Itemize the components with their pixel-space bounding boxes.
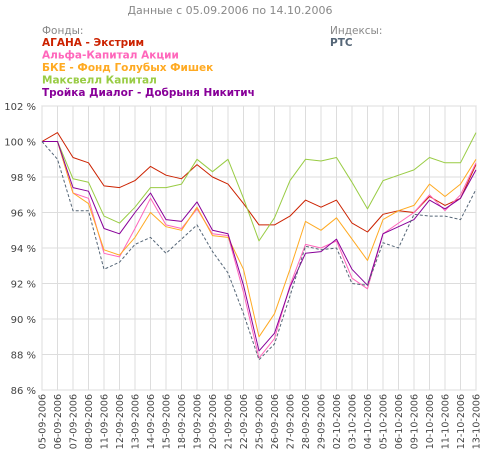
- x-tick-label: 04-10-2006: [363, 394, 374, 449]
- x-tick-label: 06-09-2006: [53, 394, 64, 449]
- series-line: [42, 141, 477, 352]
- y-tick-label: 86 %: [11, 386, 36, 397]
- x-tick-label: 14-09-2006: [146, 394, 157, 449]
- indices-heading: Индексы:: [330, 25, 382, 37]
- x-tick-label: 12-09-2006: [115, 394, 126, 449]
- series-line: [42, 141, 477, 359]
- legend-item: АГАНА - Экстрим: [42, 37, 144, 49]
- x-tick-label: 29-09-2006: [317, 394, 328, 449]
- x-tick-label: 13-09-2006: [131, 394, 142, 449]
- x-tick-label: 19-09-2006: [193, 394, 204, 449]
- legend-item: БКЕ - Фонд Голубых Фишек: [42, 62, 213, 74]
- chart-title: Данные с 05.09.2006 по 14.10.2006: [127, 4, 332, 17]
- y-tick-label: 94 %: [11, 244, 36, 255]
- x-tick-label: 22-09-2006: [239, 394, 250, 449]
- x-tick-label: 09-10-2006: [410, 394, 421, 449]
- x-tick-label: 11-09-2006: [100, 394, 111, 449]
- y-tick-label: 96 %: [11, 209, 36, 220]
- x-tick-label: 05-10-2006: [379, 394, 390, 449]
- y-tick-label: 92 %: [11, 280, 36, 291]
- x-tick-label: 15-09-2006: [162, 394, 173, 449]
- x-tick-label: 03-10-2006: [348, 394, 359, 449]
- x-tick-label: 26-09-2006: [270, 394, 281, 449]
- x-tick-label: 13-10-2006: [472, 394, 483, 449]
- legend-item: Тройка Диалог - Добрыня Никитич: [42, 87, 255, 99]
- x-tick-label: 28-09-2006: [301, 394, 312, 449]
- y-tick-label: 100 %: [4, 138, 36, 149]
- funds-heading: Фонды:: [42, 25, 83, 37]
- y-tick-label: 102 %: [4, 102, 36, 113]
- series-line: [42, 141, 477, 338]
- y-tick-label: 90 %: [11, 315, 36, 326]
- x-tick-label: 11-10-2006: [441, 394, 452, 449]
- legend-item: РТС: [330, 37, 353, 49]
- x-tick-label: 02-10-2006: [332, 394, 343, 449]
- series-line: [41, 132, 477, 233]
- x-tick-label: 06-10-2006: [394, 394, 405, 449]
- x-tick-label: 10-10-2006: [425, 394, 436, 449]
- x-tick-label: 25-09-2006: [255, 394, 266, 449]
- x-tick-label: 20-09-2006: [208, 394, 219, 449]
- x-tick-label: 21-09-2006: [224, 394, 235, 449]
- series-line: [42, 132, 477, 242]
- x-tick-label: 27-09-2006: [286, 394, 297, 449]
- legend-item: Альфа-Капитал Акции: [42, 50, 179, 62]
- x-tick-label: 18-09-2006: [177, 394, 188, 449]
- x-tick-label: 08-09-2006: [84, 394, 95, 449]
- legend-item: Максвелл Капитал: [42, 75, 157, 87]
- y-tick-label: 88 %: [11, 351, 36, 362]
- x-tick-label: 12-10-2006: [456, 394, 467, 449]
- x-tick-label: 07-09-2006: [69, 394, 80, 449]
- y-tick-label: 98 %: [11, 173, 36, 184]
- x-tick-label: 05-09-2006: [38, 394, 49, 449]
